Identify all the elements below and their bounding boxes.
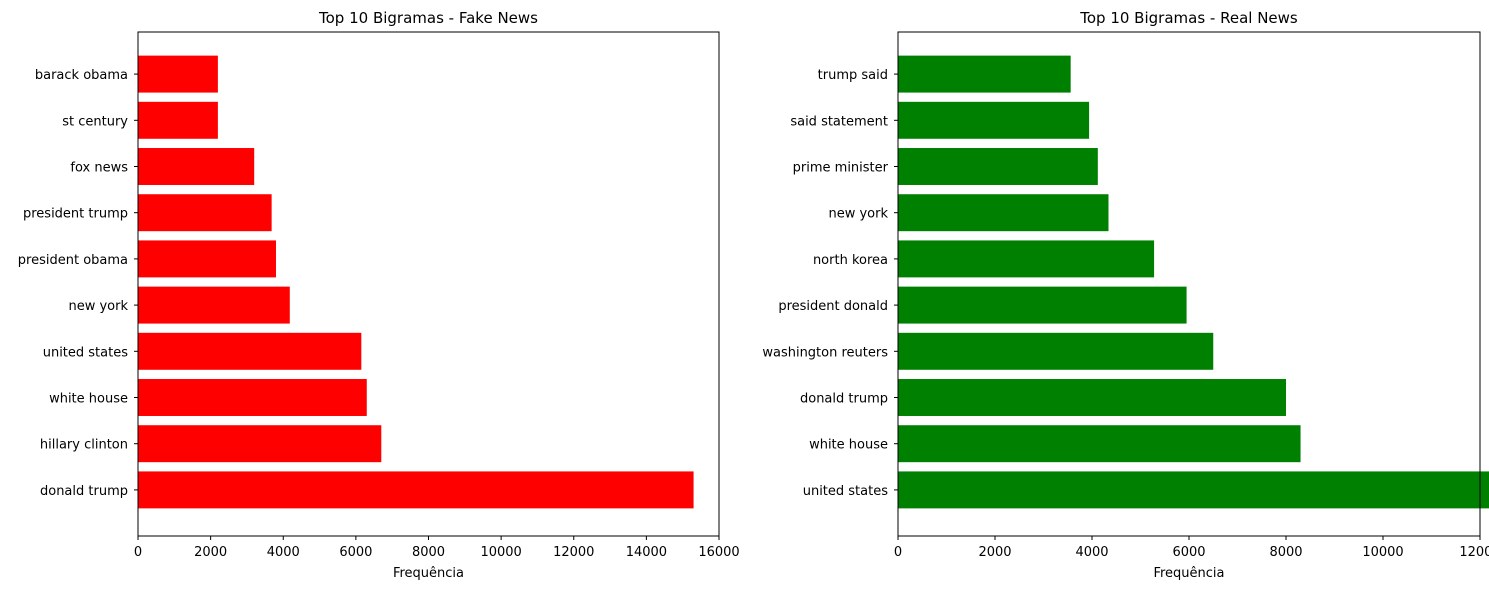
fake-news-x-tick-label: 14000 — [626, 545, 667, 560]
fake-news-bar — [138, 286, 290, 324]
real-news-x-tick-label: 8000 — [1269, 545, 1302, 560]
fake-news-bar — [138, 332, 362, 370]
fake-news-bar — [138, 101, 218, 139]
fake-news-y-tick-label: st century — [62, 114, 128, 129]
fake-news-y-tick-label: united states — [43, 345, 129, 360]
fake-news-y-tick-label: hillary clinton — [40, 438, 128, 453]
real-news-bar — [898, 194, 1109, 232]
real-news-y-tick-label: united states — [803, 484, 889, 499]
real-news-x-tick-label: 0 — [894, 545, 902, 560]
real-news-bar — [898, 240, 1155, 278]
fake-news-y-tick-label: new york — [68, 299, 128, 314]
real-news-x-tick-label: 12000 — [1459, 545, 1489, 560]
real-news-y-tick-label: president donald — [778, 299, 888, 314]
real-news-bar — [898, 332, 1214, 370]
fake-news-x-tick-label: 16000 — [698, 545, 739, 560]
real-news-bar — [898, 101, 1090, 139]
fake-news-bar — [138, 148, 255, 185]
real-news-bar — [898, 148, 1098, 185]
real-news-x-tick-label: 10000 — [1362, 545, 1403, 560]
real-news-chart-title: Top 10 Bigramas - Real News — [1079, 9, 1298, 27]
real-news-plot-frame — [897, 31, 1481, 537]
real-news-y-tick-label: donald trump — [800, 392, 888, 407]
fake-news-y-tick-label: president obama — [18, 253, 128, 268]
real-news-bar — [898, 55, 1071, 93]
fake-news-y-tick-label: fox news — [70, 161, 128, 176]
real-news-y-tick-label: said statement — [790, 114, 888, 129]
fake-news-bar — [138, 240, 276, 278]
real-news-bar — [898, 425, 1301, 463]
fake-news-bar — [138, 379, 367, 416]
real-news-y-tick-label: washington reuters — [762, 345, 888, 360]
fake-news-chart: Top 10 Bigramas - Fake News Frequência d… — [18, 9, 740, 581]
fake-news-x-axis-label: Frequência — [393, 566, 464, 581]
real-news-y-tick-label: prime minister — [793, 161, 889, 176]
fake-news-plot-frame — [137, 31, 720, 537]
real-news-x-axis-label: Frequência — [1153, 566, 1224, 581]
real-news-bar — [898, 286, 1187, 324]
fake-news-x-tick-label: 8000 — [412, 545, 445, 560]
fake-news-bar — [138, 425, 382, 463]
real-news-x-tick-label: 6000 — [1172, 545, 1205, 560]
fake-news-y-tick-label: barack obama — [35, 68, 128, 83]
fake-news-x-tick-label: 4000 — [267, 545, 300, 560]
fake-news-x-tick-label: 6000 — [339, 545, 372, 560]
fake-news-x-tick-label: 10000 — [480, 545, 521, 560]
fake-news-x-tick-label: 0 — [134, 545, 142, 560]
real-news-y-tick-label: new york — [828, 207, 888, 222]
real-news-bar — [898, 471, 1489, 509]
fake-news-bar — [138, 471, 694, 509]
fake-news-bar — [138, 55, 218, 93]
fake-news-y-tick-label: president trump — [23, 207, 128, 222]
fake-news-x-tick-label: 2000 — [194, 545, 227, 560]
real-news-x-tick-label: 2000 — [978, 545, 1011, 560]
real-news-chart: Top 10 Bigramas - Real News Frequência u… — [762, 9, 1489, 581]
fake-news-x-tick-label: 12000 — [553, 545, 594, 560]
fake-news-y-tick-label: donald trump — [40, 484, 128, 499]
fake-news-bar — [138, 194, 272, 232]
real-news-y-tick-label: trump said — [818, 68, 888, 83]
real-news-x-tick-label: 4000 — [1075, 545, 1108, 560]
fake-news-y-tick-label: white house — [49, 392, 128, 407]
real-news-bar — [898, 379, 1286, 416]
real-news-y-tick-label: white house — [809, 438, 888, 453]
fake-news-chart-title: Top 10 Bigramas - Fake News — [318, 9, 538, 27]
real-news-y-tick-label: north korea — [813, 253, 888, 268]
